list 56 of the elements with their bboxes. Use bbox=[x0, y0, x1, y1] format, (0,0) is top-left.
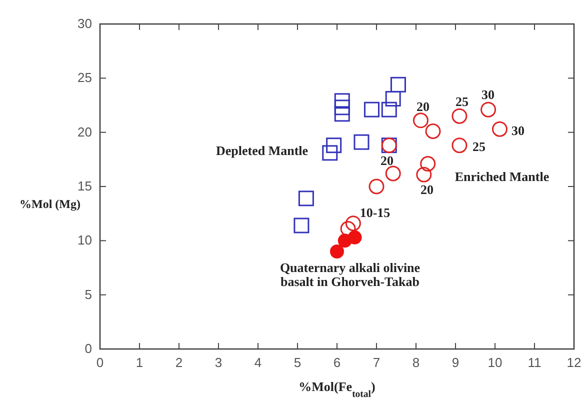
annotation: 25 bbox=[472, 139, 486, 154]
point bbox=[334, 106, 350, 122]
point bbox=[326, 138, 342, 154]
point bbox=[416, 166, 432, 182]
y-tick-label: 30 bbox=[78, 16, 92, 31]
annotation: Quaternary alkali olivine basalt in Ghorveh-Takab bbox=[280, 260, 420, 289]
annotation: 20 bbox=[416, 99, 430, 114]
point bbox=[294, 218, 310, 234]
point bbox=[390, 76, 406, 92]
point bbox=[425, 124, 441, 139]
annotation: Enriched Mantle bbox=[454, 169, 550, 184]
y-tick-label: 5 bbox=[84, 286, 92, 302]
y-tick-label: 0 bbox=[84, 341, 92, 356]
x-tick-label: 11 bbox=[528, 355, 542, 370]
point bbox=[334, 100, 350, 116]
point bbox=[322, 145, 338, 161]
x-tick-label: 7 bbox=[372, 355, 380, 370]
point bbox=[354, 134, 370, 150]
annotation: 30 bbox=[482, 87, 494, 102]
annotation: 30 bbox=[512, 123, 524, 138]
point bbox=[452, 138, 468, 154]
x-tick-label: 0 bbox=[96, 355, 104, 370]
point bbox=[492, 121, 508, 137]
point bbox=[298, 190, 314, 206]
x-tick-label: 2 bbox=[175, 355, 183, 370]
point bbox=[480, 102, 496, 118]
annotation: 25 bbox=[456, 94, 469, 109]
x-tick-label: 6 bbox=[333, 355, 341, 370]
point bbox=[412, 112, 428, 128]
point bbox=[385, 166, 401, 182]
x-tick-label: 3 bbox=[214, 355, 222, 370]
x-tick-label: 12 bbox=[566, 355, 582, 370]
point bbox=[364, 102, 380, 118]
annotation: 10-15 bbox=[360, 205, 391, 220]
annotation: 20 bbox=[420, 182, 434, 197]
point bbox=[368, 178, 384, 194]
point bbox=[420, 156, 436, 172]
y-tick-label: 25 bbox=[78, 70, 92, 86]
point bbox=[385, 91, 401, 106]
point bbox=[452, 108, 468, 124]
x-tick-label: 5 bbox=[294, 355, 302, 370]
x-tick-label: 1 bbox=[136, 355, 144, 370]
y-tick-label: 15 bbox=[78, 178, 92, 194]
x-tick-label: 4 bbox=[254, 355, 262, 370]
x-tick-label: 8 bbox=[412, 355, 420, 370]
y-axis-title: %Mol (Mg) bbox=[20, 197, 80, 212]
x-tick-label: 10 bbox=[488, 355, 502, 370]
y-tick-label: 20 bbox=[78, 124, 92, 140]
y-tick-label: 10 bbox=[78, 232, 92, 248]
x-tick-label: 9 bbox=[452, 355, 460, 370]
annotation: Depleted Mantle bbox=[216, 143, 308, 158]
point bbox=[381, 102, 397, 118]
x-axis-title: %Mol(Fe$_{total}$) bbox=[298, 379, 376, 400]
point bbox=[345, 216, 361, 232]
annotation: 20 bbox=[380, 153, 394, 168]
point bbox=[334, 93, 350, 109]
